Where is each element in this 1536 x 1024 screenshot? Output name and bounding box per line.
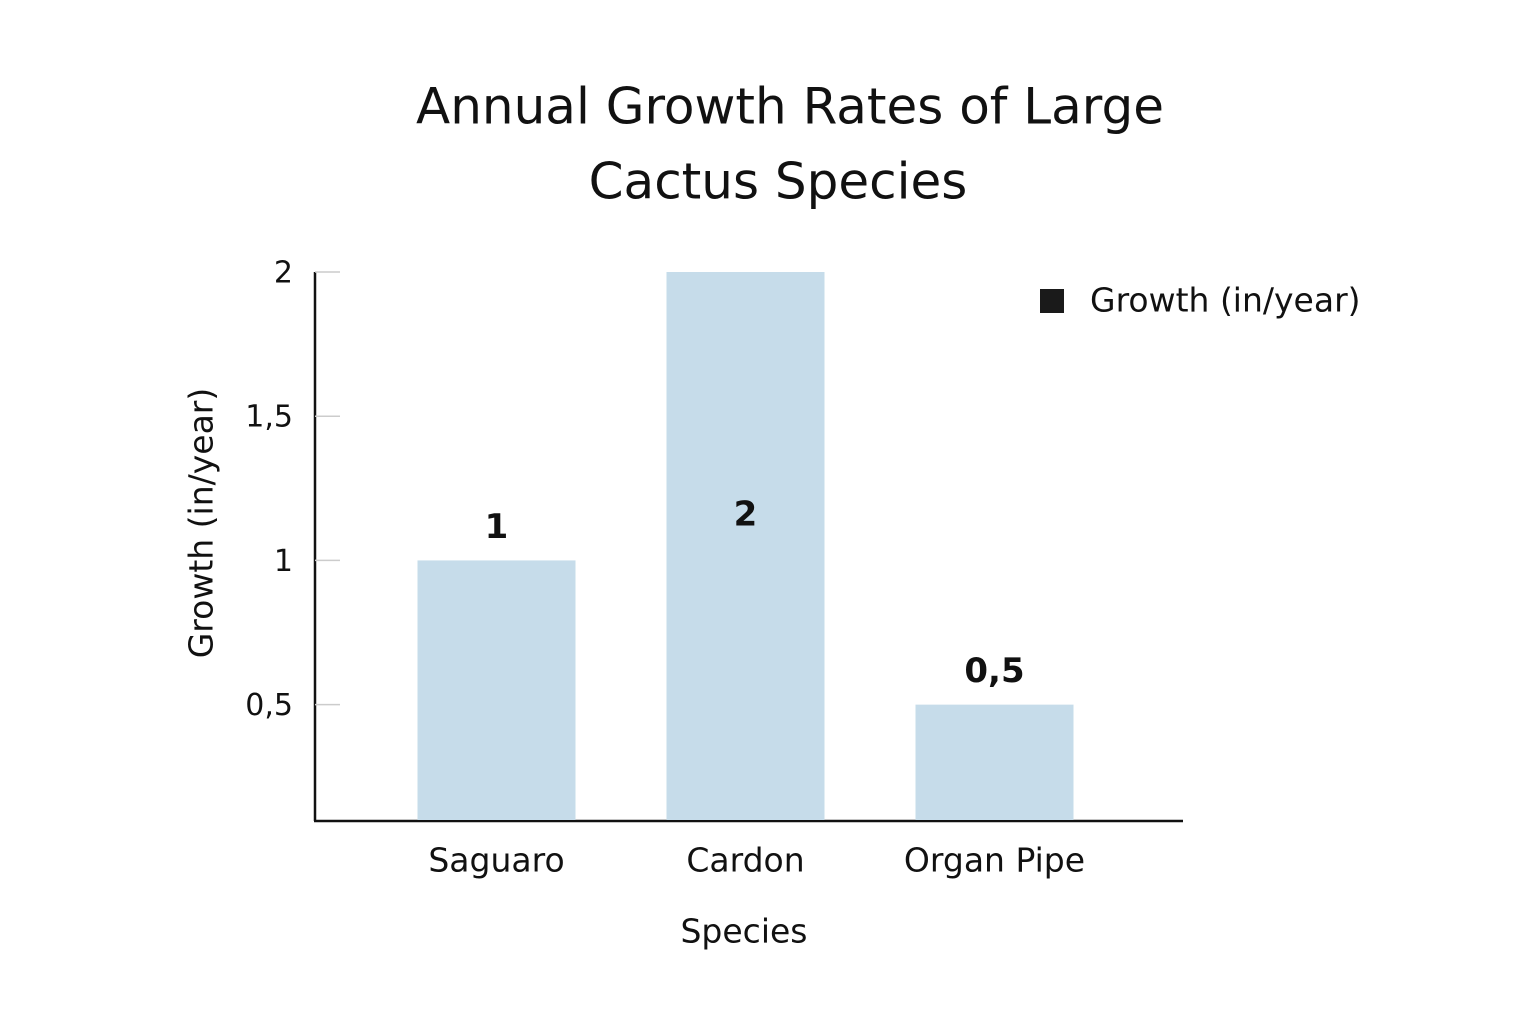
bar <box>417 560 576 820</box>
x-tick-label: Cardon <box>686 841 804 880</box>
y-axis-label: Growth (in/year) <box>182 388 221 659</box>
x-axis-label: Species <box>680 912 807 951</box>
y-tick-label: 1 <box>274 544 293 579</box>
x-tick-label: Saguaro <box>428 841 564 880</box>
chart-title: Cactus Species <box>589 153 968 211</box>
chart-title: Annual Growth Rates of Large <box>416 78 1164 136</box>
legend-label: Growth (in/year) <box>1090 281 1361 320</box>
data-label: 2 <box>734 495 758 535</box>
legend-marker <box>1040 289 1064 313</box>
x-tick-label: Organ Pipe <box>904 841 1085 880</box>
y-tick-label: 0,5 <box>245 688 293 723</box>
y-tick-label: 1,5 <box>245 400 293 435</box>
data-label: 1 <box>485 507 509 547</box>
bar <box>666 272 825 820</box>
y-tick-label: 2 <box>274 256 293 291</box>
bar <box>915 704 1074 820</box>
data-label: 0,5 <box>964 651 1024 691</box>
